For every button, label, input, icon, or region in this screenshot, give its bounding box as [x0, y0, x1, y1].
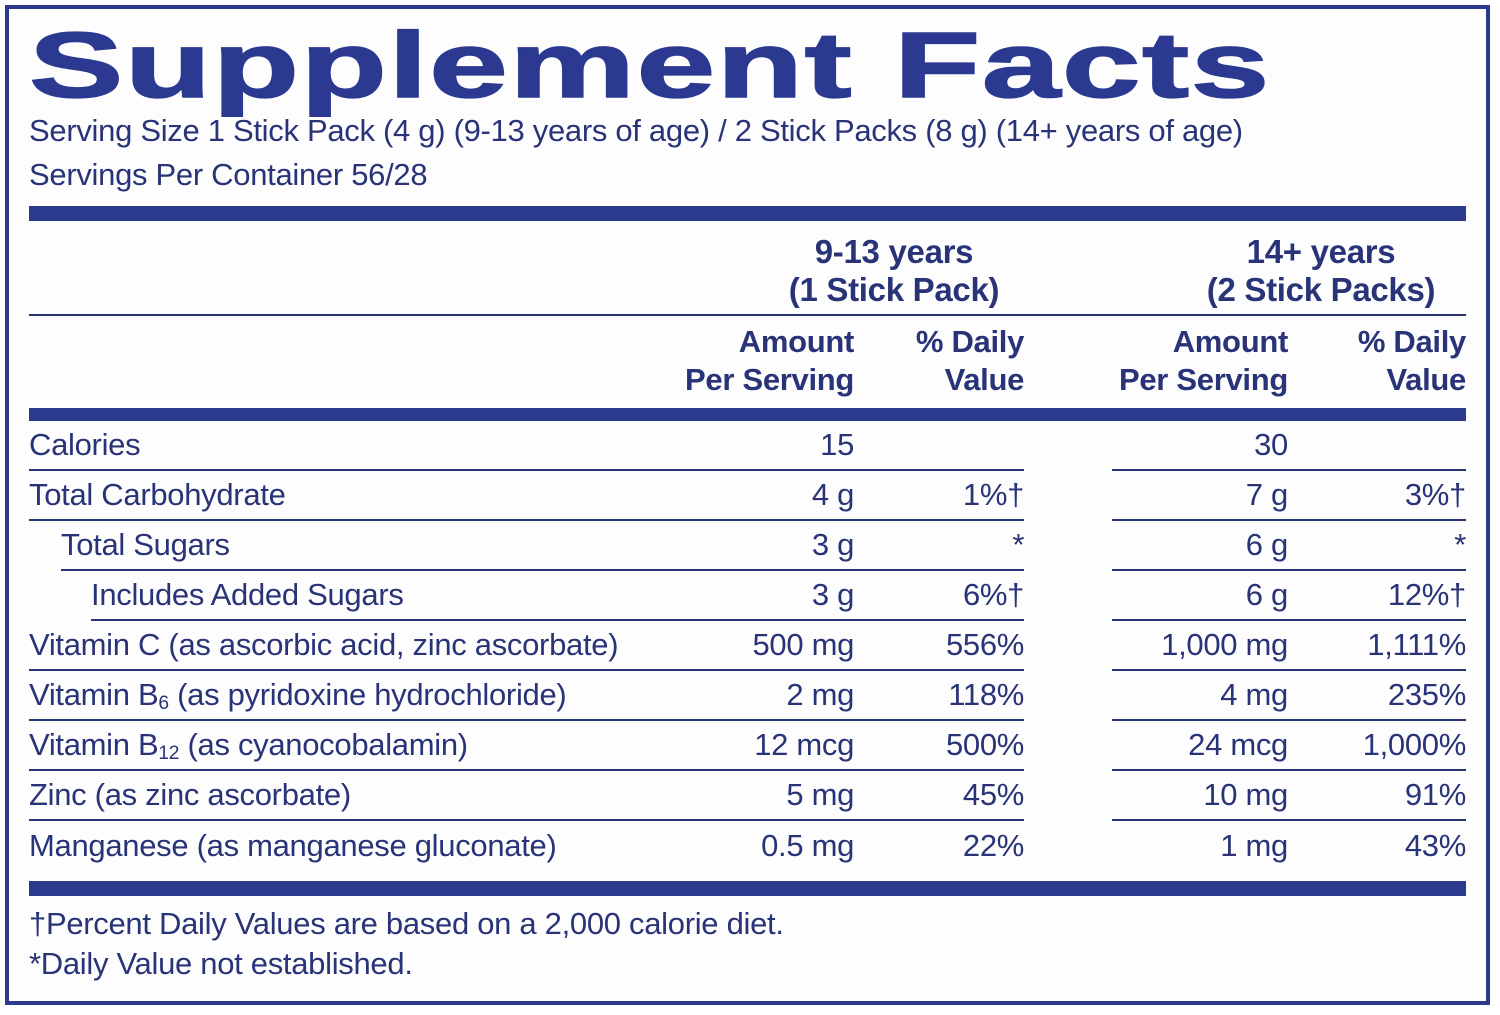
- footnote-daily-values: †Percent Daily Values are based on a 2,0…: [29, 906, 784, 941]
- group-1-age-range: 9-13 years: [814, 233, 974, 270]
- amount-value-group1: 500 mg: [752, 627, 855, 662]
- footnotes: †Percent Daily Values are based on a 2,0…: [29, 904, 1466, 984]
- nutrient-name: Vitamin C (as ascorbic acid, zinc ascorb…: [29, 627, 619, 662]
- daily-value-header-group2: % Daily Value: [1357, 324, 1466, 397]
- daily-value-group1: 1%†: [962, 477, 1025, 512]
- servings-per-container-text: Servings Per Container 56/28: [29, 157, 428, 192]
- divider-bar-header: [29, 408, 1466, 421]
- table-row-zinc: Zinc (as zinc ascorbate) 5 mg 45% 10 mg …: [29, 771, 1466, 821]
- amount-value-group1: 12 mcg: [754, 727, 855, 762]
- table-row-manganese: Manganese (as manganese gluconate) 0.5 m…: [29, 821, 1466, 871]
- table-row-vitamin-b12: Vitamin B12 (as cyanocobalamin) 12 mcg 5…: [29, 721, 1466, 771]
- daily-value-group2: 1,000%: [1362, 727, 1467, 762]
- serving-size-text: Serving Size 1 Stick Pack (4 g) (9-13 ye…: [29, 113, 1243, 148]
- nutrient-name: Zinc (as zinc ascorbate): [29, 777, 351, 812]
- daily-value-group1: 500%: [945, 727, 1025, 762]
- page-title: Supplement Facts: [28, 13, 1271, 117]
- daily-value-group1: 6%†: [962, 577, 1025, 612]
- amount-value-group1: 3 g: [811, 577, 855, 612]
- nutrient-name: Manganese (as manganese gluconate): [29, 828, 557, 863]
- group-2-serving-desc: (2 Stick Packs): [1206, 271, 1436, 308]
- nutrient-name: Vitamin B12 (as cyanocobalamin): [29, 727, 468, 764]
- amount-value-group1: 15: [820, 427, 855, 462]
- divider-bar-top: [29, 206, 1466, 221]
- table-row-calories: Calories 15 30: [29, 421, 1466, 471]
- amount-value-group2: 1,000 mg: [1161, 627, 1288, 662]
- nutrient-name: Calories: [29, 427, 141, 462]
- daily-value-group2: 1,111%: [1367, 627, 1466, 662]
- group-1-serving-desc: (1 Stick Pack): [788, 271, 1000, 308]
- nutrient-name: Vitamin B6 (as pyridoxine hydrochloride): [29, 677, 567, 714]
- subscript: 6: [158, 692, 169, 714]
- amount-value-group1: 2 mg: [786, 677, 855, 712]
- daily-value-group1: 556%: [945, 627, 1025, 662]
- amount-value-group2: 4 mg: [1220, 677, 1288, 712]
- amount-value-group2: 6 g: [1245, 527, 1289, 562]
- amount-value-group1: 4 g: [811, 477, 855, 512]
- subscript: 12: [158, 742, 180, 764]
- column-group-2-header: 14+ years (2 Stick Packs): [1119, 233, 1500, 309]
- amount-header-group2: Amount Per Serving: [1118, 324, 1288, 397]
- daily-value-group2: 91%: [1404, 777, 1466, 812]
- daily-value-group2: 3%†: [1404, 477, 1466, 512]
- amount-value-group2: 10 mg: [1203, 777, 1288, 812]
- nutrient-name: Total Carbohydrate: [29, 477, 286, 512]
- amount-value-group2: 6 g: [1245, 577, 1289, 612]
- amount-value-group2: 30: [1254, 427, 1288, 462]
- amount-value-group2: 1 mg: [1220, 828, 1288, 863]
- amount-value-group1: 5 mg: [786, 777, 855, 812]
- amount-value-group1: 3 g: [811, 527, 855, 562]
- daily-value-group2: 43%: [1404, 828, 1466, 863]
- daily-value-group2: 235%: [1387, 677, 1466, 712]
- table-row-vitamin-b6: Vitamin B6 (as pyridoxine hydrochloride)…: [29, 671, 1466, 721]
- table-row-total-carbohydrate: Total Carbohydrate 4 g 1%† 7 g 3%†: [29, 471, 1466, 521]
- divider-bar-bottom: [29, 881, 1466, 896]
- amount-value-group1: 0.5 mg: [761, 828, 855, 863]
- footnote-not-established: *Daily Value not established.: [29, 946, 413, 981]
- amount-value-group2: 7 g: [1245, 477, 1289, 512]
- label-border-box: Supplement Facts Serving Size 1 Stick Pa…: [5, 5, 1490, 1005]
- title-row: Supplement Facts: [28, 13, 1466, 117]
- table-row-vitamin-c: Vitamin C (as ascorbic acid, zinc ascorb…: [29, 621, 1466, 671]
- daily-value-group2: 12%†: [1387, 577, 1466, 612]
- column-group-1-header: 9-13 years (1 Stick Pack): [689, 233, 1099, 309]
- serving-info: Serving Size 1 Stick Pack (4 g) (9-13 ye…: [29, 109, 1466, 197]
- table-row-total-sugars: Total Sugars 3 g * 6 g *: [29, 521, 1466, 571]
- column-group-headers: 9-13 years (1 Stick Pack) 14+ years (2 S…: [29, 221, 1466, 316]
- daily-value-group1: 45%: [962, 777, 1025, 812]
- daily-value-group1: 118%: [948, 677, 1025, 712]
- amount-header-group1: Amount Per Serving: [685, 324, 855, 397]
- amount-value-group2: 24 mcg: [1188, 727, 1288, 762]
- group-2-age-range: 14+ years: [1246, 233, 1396, 270]
- nutrient-name: Includes Added Sugars: [91, 577, 404, 612]
- daily-value-header-group1: % Daily Value: [915, 324, 1025, 397]
- table-row-added-sugars: Includes Added Sugars 3 g 6%† 6 g 12%†: [29, 571, 1466, 621]
- column-subheaders: Amount Per Serving % Daily Value Amount …: [29, 316, 1466, 408]
- daily-value-group2: *: [1454, 527, 1466, 562]
- daily-value-group1: 22%: [962, 828, 1025, 863]
- daily-value-group1: *: [1012, 527, 1025, 562]
- nutrient-name: Total Sugars: [61, 527, 230, 562]
